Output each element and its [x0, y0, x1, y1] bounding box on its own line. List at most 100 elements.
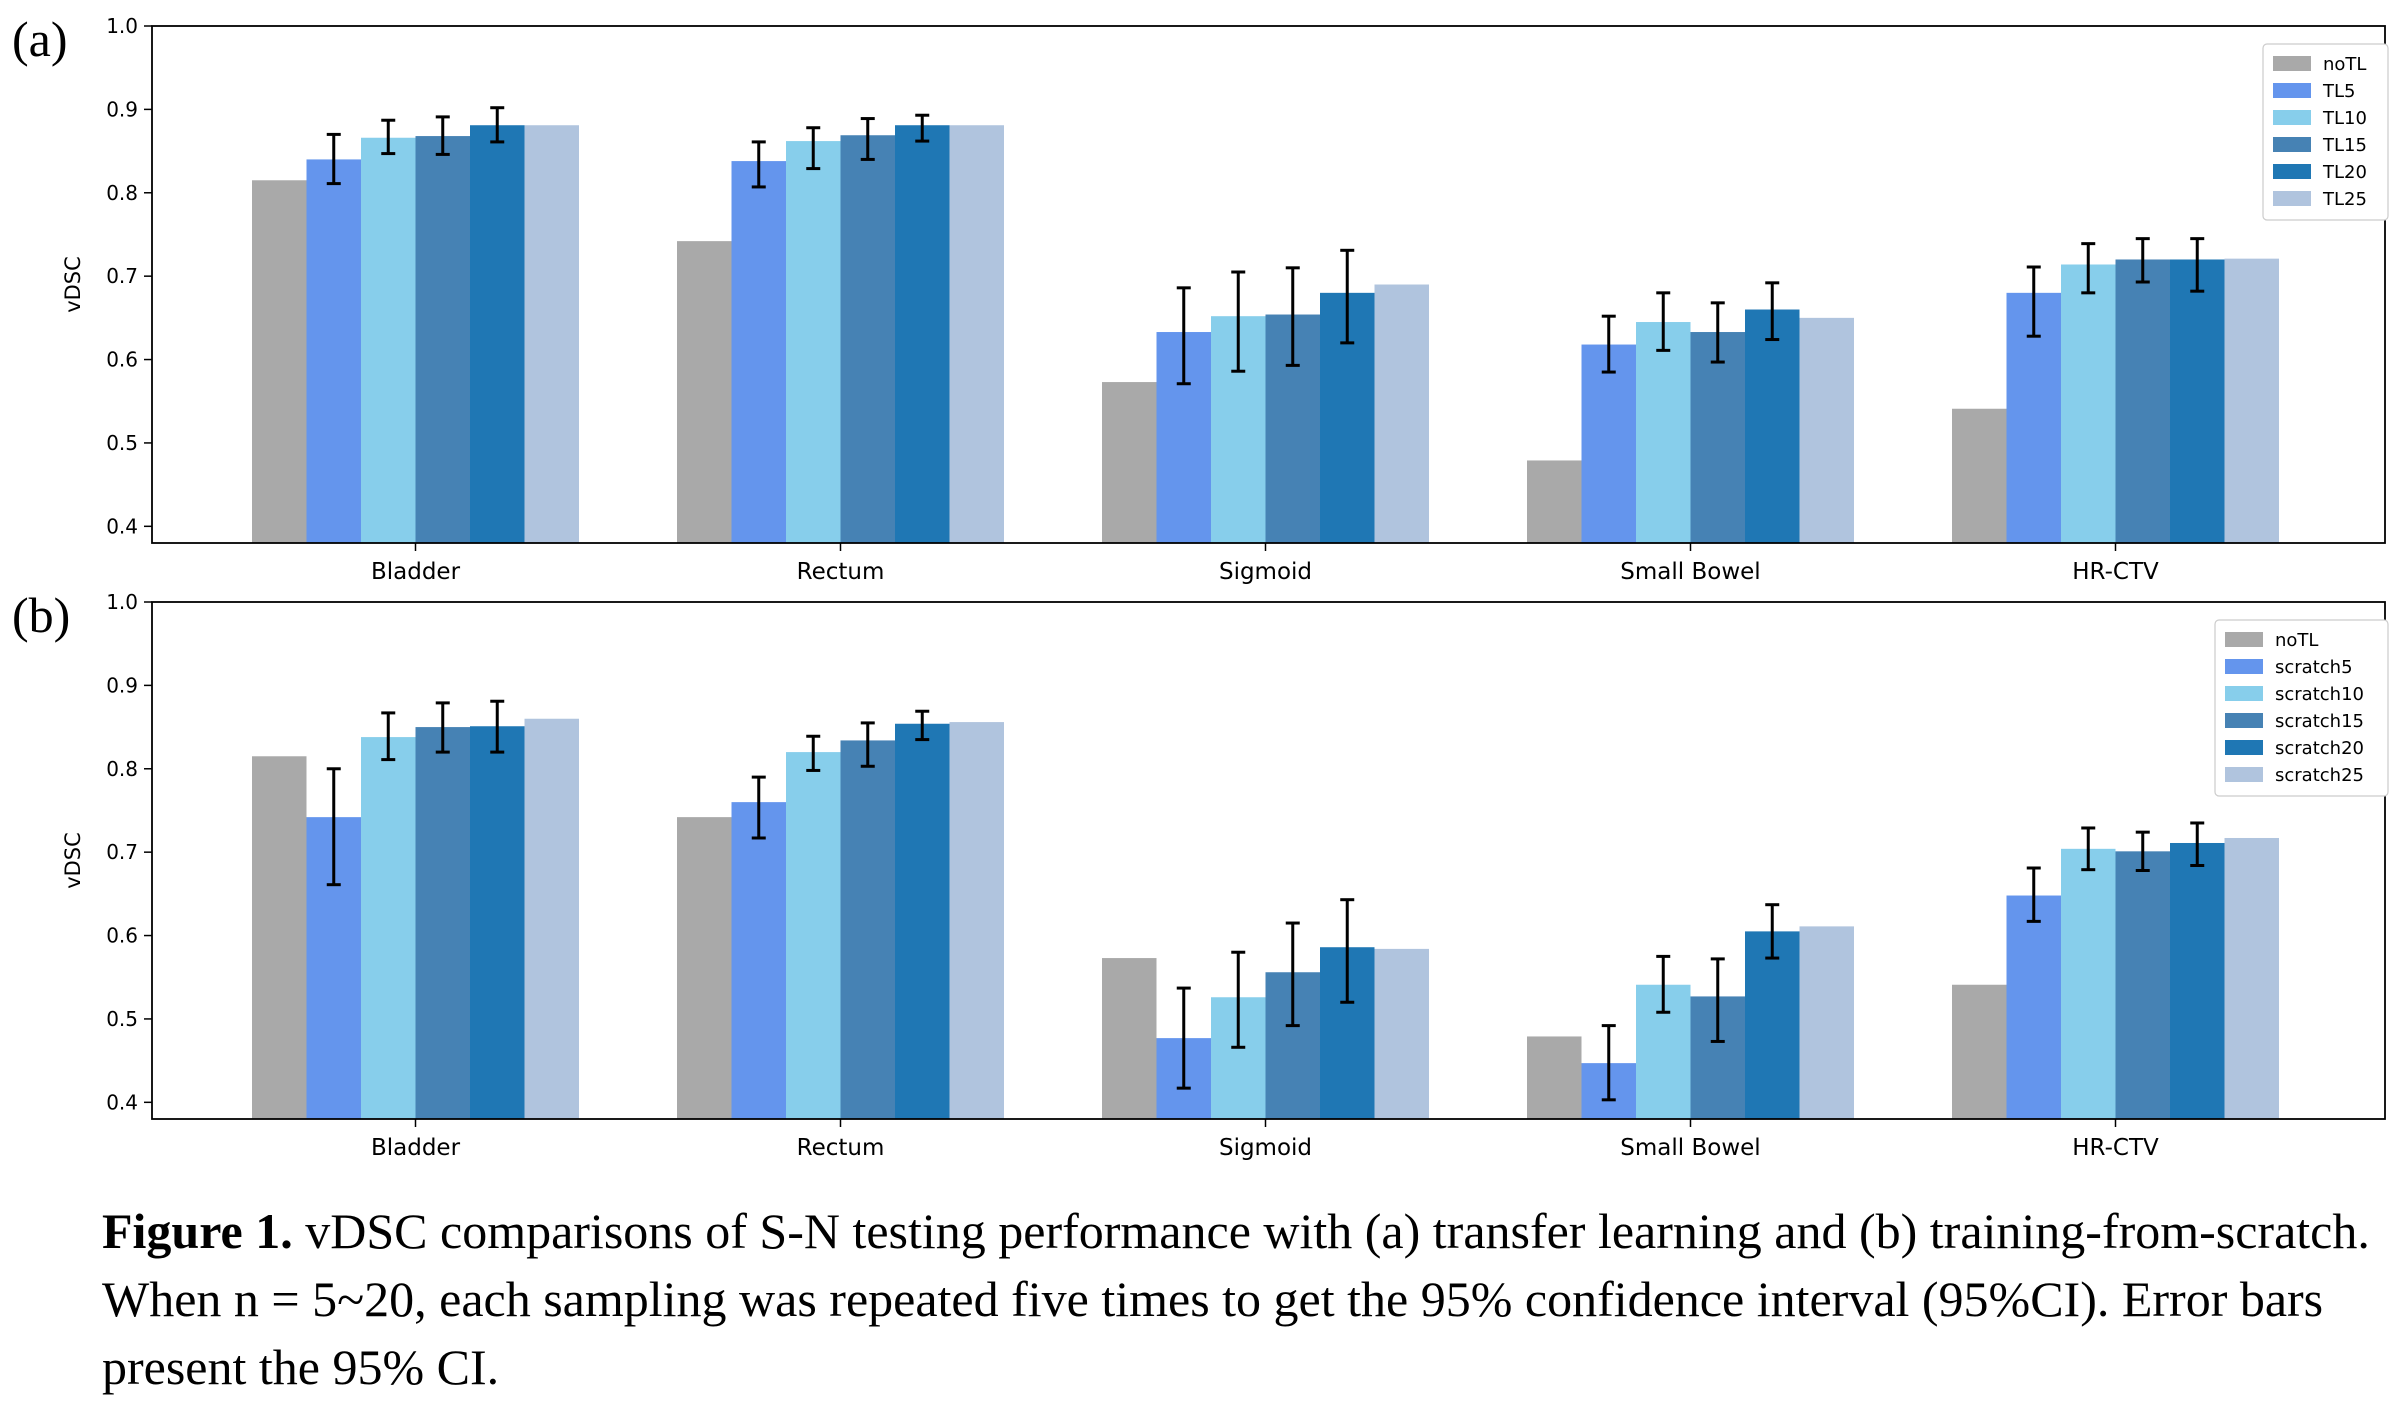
x-tick-label: Small Bowel	[1620, 559, 1760, 585]
y-tick-label: 1.0	[106, 590, 138, 614]
error-bar-scratch10-hr-ctv	[2081, 826, 2096, 872]
x-tick-label: HR-CTV	[2072, 559, 2159, 585]
bar-scratch25-sigmoid	[1374, 948, 1429, 1119]
bar-TL20-hr-ctv	[2170, 259, 2225, 543]
y-tick-label: 0.5	[106, 431, 138, 455]
error-bar-TL15-sigmoid	[1285, 266, 1300, 367]
error-bar-TL5-bladder	[326, 132, 341, 186]
bar-scratch20-small-bowel	[1745, 931, 1800, 1119]
y-tick-label: 0.6	[106, 348, 138, 372]
error-bar-scratch20-rectum	[915, 709, 930, 742]
error-bar-TL5-small-bowel	[1601, 314, 1616, 374]
bar-TL10-small-bowel	[1636, 322, 1691, 543]
legend-swatch	[2225, 632, 2263, 647]
bar-scratch15-rectum	[840, 740, 895, 1119]
y-tick-label: 0.9	[106, 673, 138, 697]
bar-TL15-bladder	[415, 136, 470, 543]
bar-scratch10-hr-ctv	[2061, 848, 2116, 1119]
x-tick-label: Bladder	[371, 1135, 461, 1161]
bar-scratch25-small-bowel	[1799, 926, 1854, 1119]
legend-entry: scratch5	[2275, 657, 2353, 678]
error-bar-scratch10-sigmoid	[1231, 950, 1246, 1049]
x-tick-label: Sigmoid	[1219, 559, 1312, 585]
plot-frame	[151, 601, 2386, 1120]
bar-TL20-small-bowel	[1745, 309, 1800, 543]
bar-TL10-rectum	[786, 141, 841, 543]
error-bar-TL15-small-bowel	[1710, 301, 1725, 364]
y-tick-label: 0.7	[106, 264, 138, 288]
error-bar-scratch20-small-bowel	[1765, 903, 1780, 960]
legend-entry: scratch25	[2275, 765, 2364, 786]
y-tick-label: 1.0	[106, 14, 138, 38]
bar-TL15-small-bowel	[1690, 332, 1745, 543]
panel-label: (a)	[12, 11, 68, 67]
bar-TL25-small-bowel	[1799, 317, 1854, 543]
error-bar-scratch5-small-bowel	[1601, 1024, 1616, 1102]
bar-noTL-bladder	[252, 180, 307, 544]
error-bar-scratch15-bladder	[435, 701, 450, 754]
legend-swatch	[2225, 713, 2263, 728]
y-tick-label: 0.7	[106, 840, 138, 864]
legend-entry: noTL	[2275, 630, 2318, 651]
y-tick-label: 0.4	[106, 514, 138, 538]
legend-swatch	[2273, 56, 2311, 71]
x-tick-label: Rectum	[797, 1135, 885, 1161]
bar-TL20-bladder	[470, 125, 525, 543]
legend-entry: noTL	[2323, 54, 2366, 75]
figure-caption: Figure 1. vDSC comparisons of S-N testin…	[102, 1197, 2372, 1401]
x-tick-label: Rectum	[797, 559, 885, 585]
bar-TL15-rectum	[840, 135, 895, 543]
error-bar-TL10-bladder	[381, 118, 396, 156]
bar-noTL-small-bowel	[1527, 1036, 1582, 1119]
error-bar-scratch20-bladder	[490, 699, 505, 754]
error-bar-TL20-rectum	[915, 113, 930, 143]
error-bar-scratch20-sigmoid	[1340, 898, 1355, 1004]
bar-noTL-hr-ctv	[1952, 408, 2007, 543]
chart-panel-b: (b) vDSC 0.4 0.5 0.6 0.7 0.8 0.9 1.0 Bladder Rectu…	[12, 587, 2389, 1161]
error-bar-TL20-small-bowel	[1765, 281, 1780, 342]
bar-TL10-hr-ctv	[2061, 264, 2116, 543]
error-bar-TL5-sigmoid	[1176, 286, 1191, 386]
legend-entry: TL25	[2322, 189, 2367, 210]
bar-noTL-hr-ctv	[1952, 984, 2007, 1119]
bar-scratch25-bladder	[524, 718, 579, 1119]
bar-scratch15-hr-ctv	[2115, 851, 2170, 1119]
legend-swatch	[2273, 137, 2311, 152]
legend-entry: TL5	[2322, 81, 2355, 102]
bar-scratch15-bladder	[415, 727, 470, 1119]
bar-TL25-sigmoid	[1374, 284, 1429, 543]
legend: noTL TL5 TL10 TL15 TL20 TL25	[2262, 43, 2389, 221]
error-bar-scratch20-hr-ctv	[2190, 821, 2205, 868]
panel-label: (b)	[12, 587, 70, 643]
legend-entry: scratch15	[2275, 711, 2364, 732]
x-tick-label: Sigmoid	[1219, 1135, 1312, 1161]
bar-TL25-hr-ctv	[2224, 258, 2279, 543]
error-bar-TL20-hr-ctv	[2190, 237, 2205, 293]
error-bar-scratch5-bladder	[326, 767, 341, 887]
x-tick-label: Bladder	[371, 559, 461, 585]
error-bar-scratch15-small-bowel	[1710, 957, 1725, 1043]
bar-TL15-hr-ctv	[2115, 259, 2170, 543]
legend-entry: TL10	[2322, 108, 2367, 129]
bar-noTL-small-bowel	[1527, 460, 1582, 543]
bar-TL5-small-bowel	[1581, 344, 1636, 543]
chart-panel-a: (a) vDSC 0.4 0.5 0.6 0.7 0.8 0.9 1.0 Bladder Rectu…	[12, 11, 2389, 585]
error-bar-scratch5-sigmoid	[1176, 986, 1191, 1090]
caption-text: vDSC comparisons of S-N testing performa…	[102, 1203, 2370, 1395]
y-tick-label: 0.5	[106, 1007, 138, 1031]
y-axis-title: vDSC	[61, 256, 85, 313]
bar-noTL-bladder	[252, 756, 307, 1119]
plot-frame	[151, 25, 2386, 544]
x-tick-label: HR-CTV	[2072, 1135, 2159, 1161]
y-tick-label: 0.8	[106, 757, 138, 781]
bar-TL25-bladder	[524, 125, 579, 543]
error-bar-scratch15-hr-ctv	[2135, 830, 2150, 873]
y-tick-label: 0.9	[106, 97, 138, 121]
legend-entry: TL15	[2322, 135, 2367, 156]
bar-scratch20-rectum	[895, 723, 950, 1119]
error-bar-TL20-sigmoid	[1340, 248, 1355, 345]
legend-entry: scratch20	[2275, 738, 2364, 759]
bar-TL10-bladder	[361, 137, 416, 543]
error-bar-scratch10-small-bowel	[1656, 954, 1671, 1014]
